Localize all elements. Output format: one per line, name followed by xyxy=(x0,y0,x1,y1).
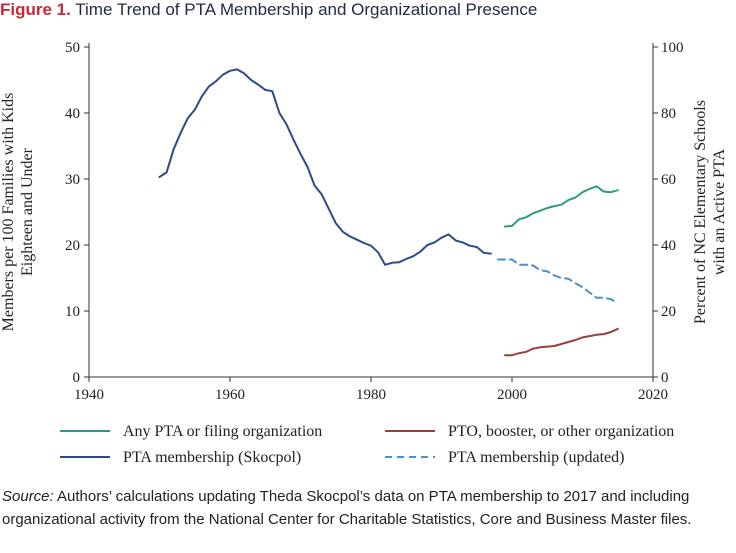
right-tick-label: 80 xyxy=(661,106,676,122)
x-tick-label: 1940 xyxy=(74,387,104,403)
x-tick-label: 2000 xyxy=(497,387,527,403)
right-tick-label: 40 xyxy=(661,238,676,254)
right-axis-label: Percent of NC Elementary Schools xyxy=(692,100,709,324)
figure-title: Figure 1. Time Trend of PTA Membership a… xyxy=(0,0,736,20)
x-tick-label: 1980 xyxy=(356,387,386,403)
left-axis-label: Eighteen and Under xyxy=(19,147,36,276)
legend-label-2: PTA membership (Skocpol) xyxy=(123,449,301,466)
left-tick-label: 40 xyxy=(65,106,80,122)
chart-legend: Any PTA or filing organization PTO, boost… xyxy=(60,423,674,466)
figure-title-text: Time Trend of PTA Membership and Organiz… xyxy=(75,0,538,19)
legend-label-3: PTA membership (updated) xyxy=(448,449,624,466)
x-tick-label: 2020 xyxy=(638,387,668,403)
legend-label-1: PTO, booster, or other organization xyxy=(448,423,674,440)
chart-axes: 0 10 20 30 40 50 0 20 40 60 80 100 1940 1960 1980 2000 2… xyxy=(0,40,728,403)
series-line-1 xyxy=(504,327,619,357)
right-tick-label: 20 xyxy=(661,304,676,320)
series-line-2 xyxy=(158,68,492,266)
chart-series xyxy=(158,68,619,357)
left-tick-label: 0 xyxy=(73,370,81,386)
figure-label: Figure 1. xyxy=(0,0,71,19)
left-axis-label: Members per 100 Families with Kids xyxy=(0,93,17,332)
series-line-3 xyxy=(496,258,619,305)
left-tick-label: 20 xyxy=(65,238,80,254)
left-tick-label: 10 xyxy=(65,304,80,320)
left-tick-label: 50 xyxy=(65,40,80,56)
right-tick-label: 0 xyxy=(661,370,669,386)
line-chart: 0 10 20 30 40 50 0 20 40 60 80 100 1940 1960 1980 2000 2… xyxy=(0,40,728,466)
right-tick-label: 100 xyxy=(661,40,684,56)
left-tick-label: 30 xyxy=(65,172,80,188)
source-label: Source: xyxy=(2,488,54,505)
right-axis-label: with an Active PTA xyxy=(711,148,728,275)
x-tick-label: 1960 xyxy=(215,387,245,403)
source-note: Source: Authors’ calculations updating T… xyxy=(2,486,734,531)
legend-label-0: Any PTA or filing organization xyxy=(123,423,322,440)
right-tick-label: 60 xyxy=(661,172,676,188)
series-line-0 xyxy=(504,185,619,228)
source-text: Authors’ calculations updating Theda Sko… xyxy=(2,488,692,528)
